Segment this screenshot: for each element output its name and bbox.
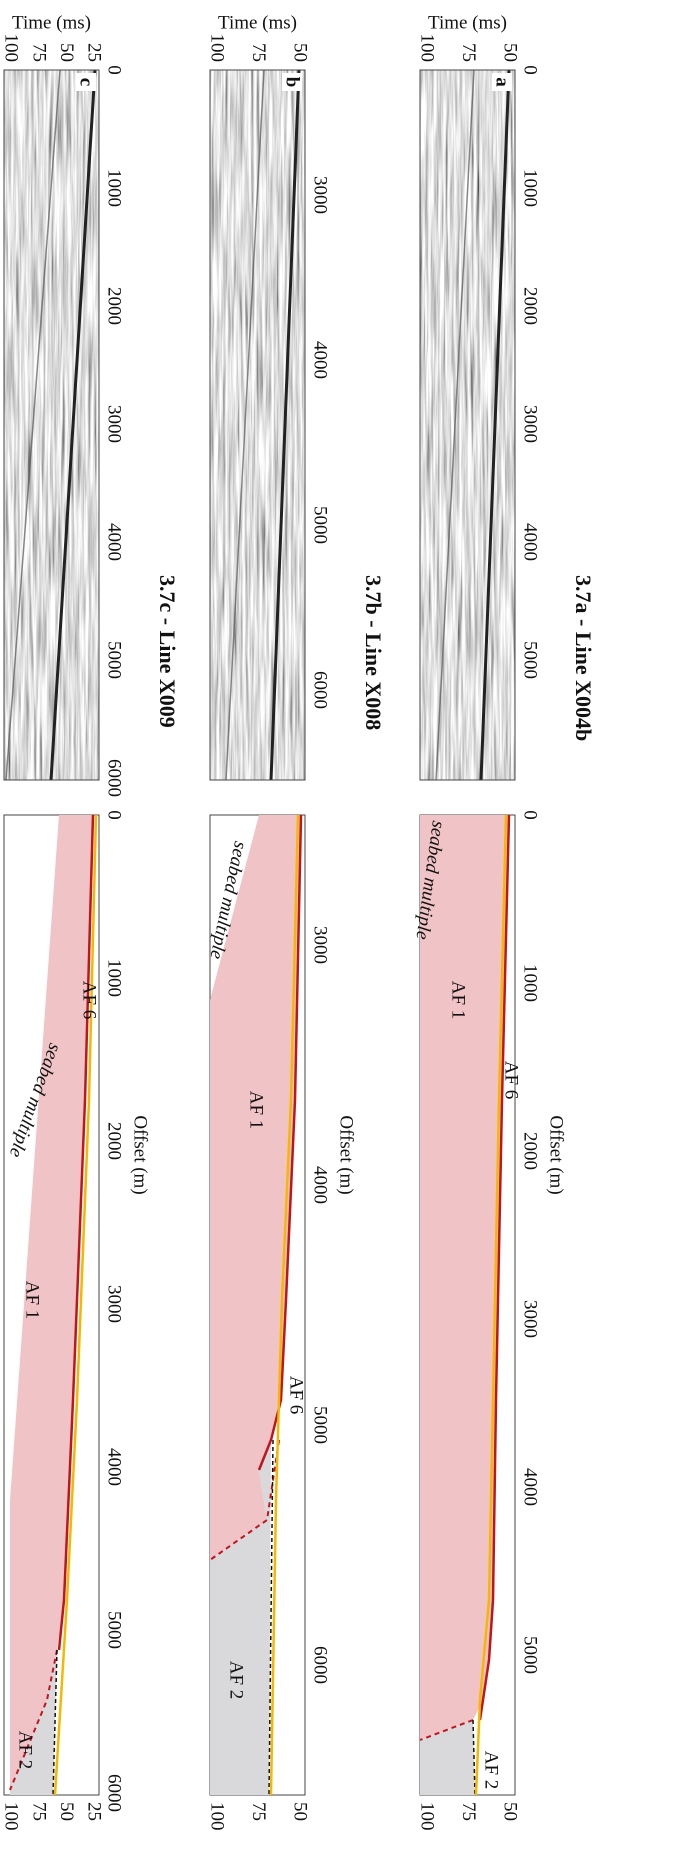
- y-tick-label: 75: [458, 43, 479, 62]
- annotation: AF 2: [15, 1731, 36, 1770]
- x-tick-label: 4000: [104, 523, 125, 561]
- y-tick-label: 50: [500, 1802, 521, 1821]
- annotation: AF 1: [22, 1281, 43, 1320]
- x-tick-label: 5000: [104, 1611, 125, 1649]
- x-tick-label: 3000: [310, 926, 331, 964]
- x-tick-label: 6000: [104, 1774, 125, 1812]
- x-axis-label: Offset (m): [130, 1115, 151, 1194]
- panel-letter: a: [492, 77, 513, 87]
- panel-title: 3.7a - Line X004b: [571, 575, 596, 741]
- x-axis-label: Offset (m): [546, 1115, 567, 1194]
- x-tick-label: 4000: [310, 1166, 331, 1204]
- y-tick-label: 75: [28, 43, 49, 62]
- x-tick-label: 3000: [104, 405, 125, 443]
- x-tick-label: 1000: [104, 169, 125, 207]
- annotation: AF 6: [286, 1376, 307, 1415]
- x-tick-label: 1000: [520, 964, 541, 1002]
- y-tick-label: 100: [417, 1802, 438, 1831]
- x-tick-label: 5000: [520, 641, 541, 679]
- x-tick-label: 5000: [310, 506, 331, 544]
- x-tick-label: 1000: [104, 959, 125, 997]
- x-tick-label: 3000: [520, 405, 541, 443]
- y-tick-label: 100: [1, 34, 22, 63]
- x-tick-label: 5000: [104, 641, 125, 679]
- interpretation-c: [4, 815, 99, 1795]
- y-axis-label: Time (ms): [428, 12, 507, 33]
- x-tick-label: 5000: [310, 1406, 331, 1444]
- x-tick-label: 4000: [104, 1448, 125, 1486]
- panel-title: 3.7b - Line X008: [361, 575, 386, 730]
- y-tick-label: 100: [207, 1802, 228, 1831]
- annotation: AF 1: [246, 1091, 267, 1130]
- x-tick-label: 3000: [104, 1285, 125, 1323]
- x-tick-label: 4000: [520, 523, 541, 561]
- annotation: AF 2: [481, 1751, 502, 1790]
- x-tick-label: 6000: [310, 671, 331, 709]
- seismic-image: [210, 70, 305, 780]
- x-tick-label: 0: [104, 810, 125, 820]
- x-tick-label: 5000: [520, 1636, 541, 1674]
- annotation: AF 2: [226, 1661, 247, 1700]
- y-tick-label: 50: [56, 1802, 77, 1821]
- x-tick-label: 3000: [520, 1300, 541, 1338]
- x-tick-label: 2000: [104, 1122, 125, 1160]
- x-tick-label: 1000: [520, 169, 541, 207]
- y-tick-label: 50: [290, 43, 311, 62]
- x-tick-label: 2000: [104, 287, 125, 325]
- x-tick-label: 6000: [310, 1646, 331, 1684]
- y-tick-label: 100: [207, 34, 228, 63]
- interpretation-a: [420, 815, 515, 1795]
- x-tick-label: 4000: [520, 1468, 541, 1506]
- figure: a 3.7a - Line X004b Offset (m) Time (ms) 0 10…: [0, 0, 699, 1861]
- x-tick-label: 6000: [104, 759, 125, 797]
- seismic-image: [420, 70, 515, 780]
- y-tick-label: 100: [1, 1802, 22, 1831]
- annotation: AF 1: [448, 981, 469, 1020]
- page: a 3.7a - Line X004b Offset (m) Time (ms) 0 10…: [0, 0, 699, 1861]
- y-tick-label: 75: [248, 1802, 269, 1821]
- interpretation-b: [210, 815, 305, 1795]
- rotated-figure: a 3.7a - Line X004b Offset (m) Time (ms) 0 10…: [1, 12, 596, 1830]
- panel-title: 3.7c - Line X009: [155, 575, 180, 728]
- x-tick-label: 4000: [310, 341, 331, 379]
- y-tick-label: 100: [417, 34, 438, 63]
- x-tick-label: 2000: [520, 287, 541, 325]
- y-tick-label: 25: [84, 43, 105, 62]
- y-axis-label: Time (ms): [218, 12, 297, 33]
- x-tick-label: 0: [520, 810, 541, 820]
- y-tick-label: 75: [458, 1802, 479, 1821]
- y-tick-label: 75: [248, 43, 269, 62]
- y-tick-label: 75: [28, 1802, 49, 1821]
- panel-letter: b: [282, 77, 303, 88]
- annotation: AF 6: [79, 981, 100, 1020]
- x-tick-label: 0: [104, 65, 125, 75]
- y-tick-label: 50: [290, 1802, 311, 1821]
- panel-letter: c: [76, 78, 97, 86]
- y-tick-label: 50: [500, 43, 521, 62]
- x-axis-label: Offset (m): [336, 1115, 357, 1194]
- x-tick-label: 0: [520, 65, 541, 75]
- y-axis-label: Time (ms): [12, 12, 91, 33]
- y-tick-label: 25: [84, 1802, 105, 1821]
- x-tick-label: 2000: [520, 1132, 541, 1170]
- annotation: AF 6: [501, 1061, 522, 1100]
- y-tick-label: 50: [56, 43, 77, 62]
- x-tick-label: 3000: [310, 176, 331, 214]
